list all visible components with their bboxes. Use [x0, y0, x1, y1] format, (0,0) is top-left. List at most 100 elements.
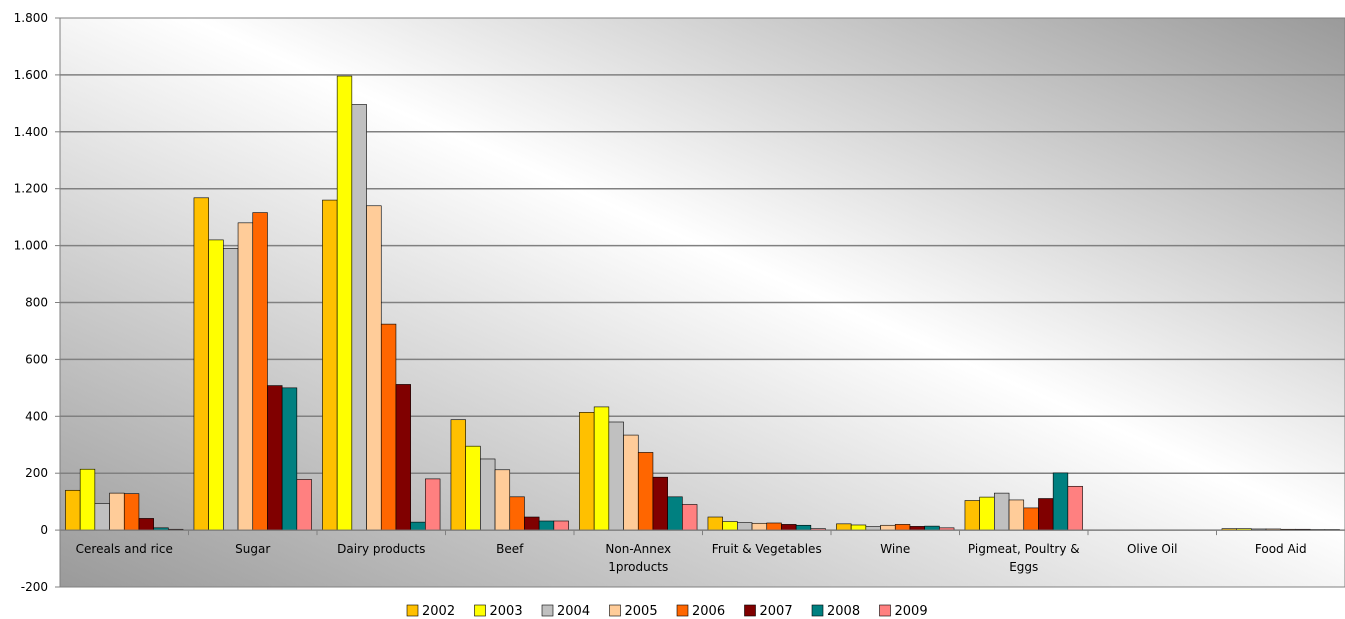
- legend-label: 2002: [422, 604, 455, 619]
- bar-2009-7: [1068, 486, 1083, 530]
- bar-2008-2: [411, 522, 426, 530]
- bar-2004-0: [95, 503, 110, 530]
- legend-swatch: [542, 605, 553, 616]
- x-tick-label-line: Food Aid: [1255, 542, 1307, 556]
- y-tick-label: 400: [25, 409, 48, 423]
- bar-2005-7: [1009, 500, 1024, 530]
- x-tick-label: Beef: [496, 542, 524, 556]
- legend-swatch: [812, 605, 823, 616]
- bar-2006-1: [253, 213, 268, 531]
- bar-2004-6: [866, 527, 881, 530]
- bar-2006-0: [124, 494, 139, 530]
- bar-2002-6: [836, 524, 851, 530]
- bar-2005-2: [367, 206, 382, 530]
- bar-2004-5: [737, 523, 752, 530]
- legend-item-2002: 2002: [407, 604, 455, 619]
- legend-item-2004: 2004: [542, 604, 590, 619]
- x-tick-label-line: Sugar: [235, 542, 270, 556]
- y-tick-label: 1.000: [14, 239, 48, 253]
- legend-swatch: [475, 605, 486, 616]
- bar-2008-1: [282, 388, 297, 530]
- legend-item-2007: 2007: [745, 604, 793, 619]
- legend-item-2008: 2008: [812, 604, 860, 619]
- bar-2003-1: [209, 240, 224, 530]
- bar-2005-3: [495, 470, 510, 530]
- legend-item-2009: 2009: [880, 604, 928, 619]
- bar-2003-3: [466, 446, 481, 530]
- legend-label: 2009: [895, 604, 928, 619]
- bar-2002-4: [579, 412, 594, 530]
- bar-2005-1: [238, 223, 253, 530]
- y-tick-label: 1.800: [14, 11, 48, 25]
- bar-2007-2: [396, 384, 411, 530]
- bar-2005-6: [881, 525, 896, 530]
- x-tick-label: Food Aid: [1255, 542, 1307, 556]
- bar-2003-7: [980, 497, 995, 530]
- legend-label: 2003: [490, 604, 523, 619]
- x-tick-label: Sugar: [235, 542, 270, 556]
- bar-2008-4: [668, 497, 683, 530]
- y-tick-label: 200: [25, 466, 48, 480]
- x-tick-label: Wine: [880, 542, 910, 556]
- bar-2009-2: [425, 479, 440, 530]
- legend-swatch: [407, 605, 418, 616]
- x-tick-label-line: Pigmeat, Poultry &: [968, 542, 1080, 556]
- x-tick-label-line: Cereals and rice: [76, 542, 173, 556]
- bar-2006-3: [510, 497, 525, 530]
- x-tick-label-line: Fruit & Vegetables: [712, 542, 822, 556]
- y-tick-label: 1.600: [14, 68, 48, 82]
- bar-2005-4: [624, 435, 639, 530]
- legend-item-2003: 2003: [475, 604, 523, 619]
- bar-2007-4: [653, 477, 668, 530]
- x-tick-label: Fruit & Vegetables: [712, 542, 822, 556]
- x-tick-label-line: Dairy products: [337, 542, 425, 556]
- legend-swatch: [880, 605, 891, 616]
- legend-item-2005: 2005: [610, 604, 658, 619]
- bar-2003-0: [80, 469, 95, 530]
- bar-2002-1: [194, 198, 209, 530]
- bar-2002-5: [708, 517, 723, 530]
- x-tick-label-line: Beef: [496, 542, 524, 556]
- x-tick-label: Dairy products: [337, 542, 425, 556]
- x-tick-label-line: 1products: [608, 560, 668, 574]
- bar-2007-5: [781, 524, 796, 530]
- bar-2005-5: [752, 523, 767, 530]
- bar-2002-7: [965, 501, 980, 531]
- legend-swatch: [745, 605, 756, 616]
- x-tick-label: Olive Oil: [1127, 542, 1178, 556]
- bar-2006-2: [381, 324, 396, 530]
- bar-2008-5: [796, 525, 811, 530]
- y-axis: 1.800 1.600 1.400 1.200 1.000 800 600 400 200 0 -2…: [14, 11, 60, 594]
- legend-label: 2004: [557, 604, 590, 619]
- y-tick-label: -200: [21, 580, 48, 594]
- bar-2006-5: [767, 523, 782, 530]
- bar-2008-6: [925, 526, 940, 530]
- legend-swatch: [677, 605, 688, 616]
- y-tick-label: 600: [25, 352, 48, 366]
- legend-label: 2007: [760, 604, 793, 619]
- legend: 2002 2003 2004 2005 2006 2007 2008 2009: [407, 604, 928, 619]
- bar-2007-6: [910, 526, 925, 530]
- bar-2004-2: [352, 104, 367, 530]
- x-tick-label-line: Eggs: [1009, 560, 1038, 574]
- bar-2004-3: [480, 459, 495, 530]
- bar-2002-2: [322, 200, 337, 530]
- bar-2006-4: [638, 452, 653, 530]
- bar-2004-1: [223, 248, 238, 530]
- bar-2004-4: [609, 422, 624, 530]
- bar-2008-7: [1053, 473, 1068, 530]
- bar-2003-2: [337, 76, 352, 530]
- y-tick-label: 0: [40, 523, 48, 537]
- bar-2002-3: [451, 420, 466, 530]
- bar-2007-3: [524, 517, 539, 530]
- bar-2006-7: [1024, 508, 1039, 530]
- bar-2007-1: [267, 386, 282, 531]
- bar-2007-7: [1038, 499, 1053, 531]
- legend-label: 2005: [625, 604, 658, 619]
- bar-2002-0: [65, 490, 80, 530]
- y-tick-label: 1.400: [14, 125, 48, 139]
- y-tick-label: 1.200: [14, 182, 48, 196]
- x-tick-label: Cereals and rice: [76, 542, 173, 556]
- x-tick-label-line: Olive Oil: [1127, 542, 1178, 556]
